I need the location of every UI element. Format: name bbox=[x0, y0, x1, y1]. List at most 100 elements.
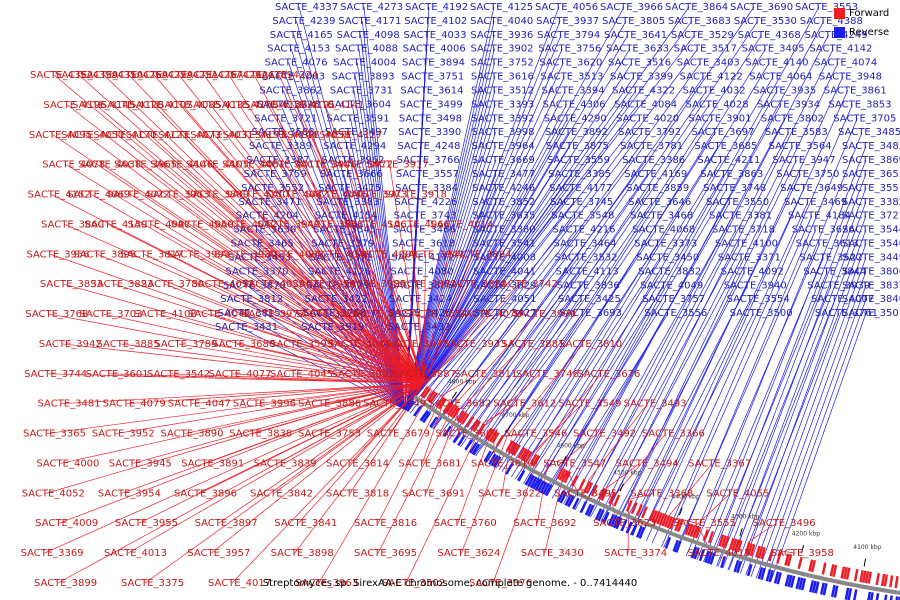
gene-label[interactable]: SACTE_3612 bbox=[493, 399, 556, 410]
gene-label[interactable]: SACTE_4310 bbox=[80, 70, 143, 81]
gene-label[interactable]: SACTE_3557 bbox=[396, 169, 459, 180]
gene-label[interactable]: SACTE_3620 bbox=[539, 58, 602, 69]
gene-label[interactable]: SACTE_3646 bbox=[628, 197, 691, 208]
gene-label[interactable]: SACTE_3811 bbox=[454, 369, 517, 380]
gene-label[interactable]: SACTE_4154 bbox=[315, 211, 378, 222]
gene-label[interactable]: SACTE_3768 bbox=[25, 309, 88, 320]
gene-label[interactable]: SACTE_3936 bbox=[470, 30, 533, 41]
gene-label[interactable]: SACTE_4084 bbox=[614, 99, 677, 110]
gene-label[interactable]: SACTE_3599 bbox=[270, 339, 333, 350]
gene-label[interactable]: SACTE_3382 bbox=[842, 197, 900, 208]
gene-label[interactable]: SACTE_4061 bbox=[222, 160, 285, 171]
gene-label[interactable]: SACTE_3516 bbox=[608, 58, 671, 69]
gene-label[interactable]: SACTE_3475 bbox=[318, 183, 381, 194]
gene-label[interactable]: SACTE_3529 bbox=[671, 30, 734, 41]
gene-label[interactable]: SACTE_3721 bbox=[254, 113, 317, 124]
gene-label[interactable]: SACTE_3495 bbox=[554, 488, 617, 499]
gene-label[interactable]: SACTE_4120 bbox=[244, 100, 307, 111]
gene-label[interactable]: SACTE_3750 bbox=[776, 169, 839, 180]
gene-label[interactable]: SACTE_4055 bbox=[706, 488, 769, 499]
gene-label[interactable]: SACTE_4306 bbox=[543, 99, 606, 110]
gene-label[interactable]: SACTE_4009 bbox=[35, 518, 98, 529]
gene-label[interactable]: SACTE_3541 bbox=[473, 239, 536, 250]
gene-label[interactable]: SACTE_4039 bbox=[242, 279, 305, 290]
gene-label[interactable]: SACTE_4204 bbox=[236, 211, 299, 222]
gene-label[interactable]: SACTE_4013 bbox=[104, 548, 167, 559]
gene-label[interactable]: SACTE_3839 bbox=[254, 458, 317, 469]
gene-label[interactable]: SACTE_3942 bbox=[39, 339, 102, 350]
gene-label[interactable]: SACTE_3869 bbox=[842, 155, 900, 166]
gene-label[interactable]: SACTE_3370 bbox=[225, 266, 288, 277]
gene-label[interactable]: SACTE_3680 bbox=[212, 339, 275, 350]
gene-label[interactable]: SACTE_3512 bbox=[471, 85, 534, 96]
gene-label[interactable]: SACTE_3891 bbox=[181, 458, 244, 469]
gene-label[interactable]: SACTE_3666 bbox=[320, 169, 383, 180]
gene-label[interactable]: SACTE_3624 bbox=[437, 548, 500, 559]
gene-label[interactable]: SACTE_4050 bbox=[61, 130, 124, 141]
gene-label[interactable]: SACTE_3556 bbox=[644, 308, 707, 319]
gene-label[interactable]: SACTE_3812 bbox=[220, 294, 283, 305]
gene-label[interactable]: SACTE_3998 bbox=[471, 127, 534, 138]
gene-label[interactable]: SACTE_4105 bbox=[186, 160, 249, 171]
gene-label[interactable]: SACTE_4248 bbox=[397, 141, 460, 152]
gene-label[interactable]: SACTE_4122 bbox=[680, 72, 743, 83]
gene-label[interactable]: SACTE_3626 bbox=[792, 225, 855, 236]
gene-label[interactable]: SACTE_4216 bbox=[552, 225, 615, 236]
gene-label[interactable]: SACTE_3368 bbox=[630, 488, 693, 499]
gene-label[interactable]: SACTE_4123 bbox=[126, 130, 189, 141]
gene-label[interactable]: SACTE_3999 bbox=[513, 309, 576, 320]
gene-label[interactable]: SACTE_3925 bbox=[343, 279, 406, 290]
gene-label[interactable]: SACTE_4072 bbox=[191, 279, 254, 290]
gene-label[interactable]: SACTE_3372 bbox=[310, 252, 373, 263]
gene-label[interactable]: SACTE_3607 bbox=[436, 429, 499, 440]
gene-label[interactable]: SACTE_3946 bbox=[294, 160, 357, 171]
gene-label[interactable]: SACTE_3962 bbox=[321, 155, 384, 166]
gene-label[interactable]: SACTE_3885 bbox=[97, 339, 160, 350]
gene-label[interactable]: SACTE_3669 bbox=[472, 155, 535, 166]
gene-label[interactable]: SACTE_3427 bbox=[474, 308, 537, 319]
gene-label[interactable]: SACTE_3513 bbox=[540, 72, 603, 83]
gene-label[interactable]: SACTE_3705 bbox=[833, 113, 896, 124]
gene-label[interactable]: SACTE_3517 bbox=[674, 44, 737, 55]
gene-label[interactable]: SACTE_3766 bbox=[397, 155, 460, 166]
gene-label[interactable]: SACTE_3840 bbox=[842, 294, 900, 305]
gene-label[interactable]: SACTE_4146 bbox=[150, 160, 213, 171]
gene-label[interactable]: SACTE_4092 bbox=[721, 266, 784, 277]
gene-label[interactable]: SACTE_3949 bbox=[257, 219, 320, 230]
gene-label[interactable]: SACTE_4003 bbox=[262, 72, 325, 83]
gene-label[interactable]: SACTE_4097 bbox=[128, 219, 191, 230]
gene-label[interactable]: SACTE_3635 bbox=[472, 211, 535, 222]
gene-label[interactable]: SACTE_3483 bbox=[842, 141, 900, 152]
gene-label[interactable]: SACTE_3497 bbox=[325, 127, 388, 138]
gene-label[interactable]: SACTE_3954 bbox=[98, 488, 161, 499]
gene-label[interactable]: SACTE_3500 bbox=[730, 308, 793, 319]
gene-label[interactable]: SACTE_3449 bbox=[842, 252, 900, 263]
gene-label[interactable]: SACTE_4038 bbox=[78, 160, 141, 171]
gene-label[interactable]: SACTE_3633 bbox=[606, 44, 669, 55]
gene-label[interactable]: SACTE_4088 bbox=[335, 44, 398, 55]
gene-label[interactable]: SACTE_3829 bbox=[473, 280, 536, 291]
gene-label[interactable]: SACTE_3367 bbox=[688, 458, 751, 469]
gene-label[interactable]: SACTE_3691 bbox=[402, 488, 465, 499]
gene-label[interactable]: SACTE_3485 bbox=[838, 127, 900, 138]
gene-label[interactable]: SACTE_3591 bbox=[327, 113, 390, 124]
gene-label[interactable]: SACTE_3682 bbox=[428, 399, 491, 410]
gene-label[interactable]: SACTE_3450 bbox=[636, 252, 699, 263]
gene-label[interactable]: SACTE_3859 bbox=[626, 183, 689, 194]
gene-label[interactable]: SACTE_3501 bbox=[842, 308, 900, 319]
gene-label[interactable]: SACTE_4074 bbox=[814, 58, 877, 69]
gene-label[interactable]: SACTE_3837 bbox=[842, 280, 900, 291]
gene-label[interactable]: SACTE_3780 bbox=[141, 279, 204, 290]
gene-label[interactable]: SACTE_4047 bbox=[168, 399, 231, 410]
gene-label[interactable]: SACTE_4008 bbox=[473, 252, 536, 263]
gene-label[interactable]: SACTE_3757 bbox=[642, 294, 705, 305]
gene-label[interactable]: SACTE_3789 bbox=[154, 339, 217, 350]
gene-label[interactable]: SACTE_3941 bbox=[402, 249, 465, 260]
gene-label[interactable]: SACTE_4165 bbox=[270, 30, 333, 41]
gene-label[interactable]: SACTE_3886 bbox=[298, 399, 361, 410]
gene-label[interactable]: SACTE_4107 bbox=[129, 100, 192, 111]
gene-label[interactable]: SACTE_3815 bbox=[218, 308, 281, 319]
gene-label[interactable]: SACTE_4077 bbox=[209, 369, 272, 380]
gene-label[interactable]: SACTE_4177 bbox=[549, 183, 612, 194]
gene-label[interactable]: SACTE_3836 bbox=[557, 280, 620, 291]
